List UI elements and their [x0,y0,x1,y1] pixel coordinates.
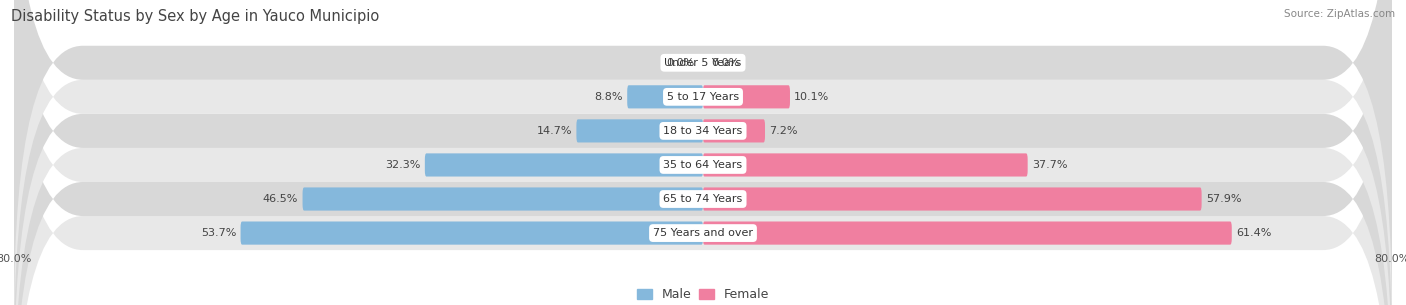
FancyBboxPatch shape [14,0,1392,305]
Text: 46.5%: 46.5% [263,194,298,204]
Text: 37.7%: 37.7% [1032,160,1067,170]
FancyBboxPatch shape [703,85,790,108]
FancyBboxPatch shape [703,119,765,142]
Text: 18 to 34 Years: 18 to 34 Years [664,126,742,136]
Text: 53.7%: 53.7% [201,228,236,238]
Text: 7.2%: 7.2% [769,126,797,136]
FancyBboxPatch shape [703,153,1028,177]
Text: 0.0%: 0.0% [666,58,695,68]
Text: 5 to 17 Years: 5 to 17 Years [666,92,740,102]
FancyBboxPatch shape [14,0,1392,305]
Legend: Male, Female: Male, Female [637,288,769,301]
Text: 35 to 64 Years: 35 to 64 Years [664,160,742,170]
Text: Source: ZipAtlas.com: Source: ZipAtlas.com [1284,9,1395,19]
FancyBboxPatch shape [627,85,703,108]
Text: 14.7%: 14.7% [537,126,572,136]
FancyBboxPatch shape [14,0,1392,305]
FancyBboxPatch shape [14,0,1392,305]
FancyBboxPatch shape [302,188,703,210]
FancyBboxPatch shape [576,119,703,142]
FancyBboxPatch shape [14,0,1392,305]
FancyBboxPatch shape [240,221,703,245]
FancyBboxPatch shape [703,221,1232,245]
Text: 75 Years and over: 75 Years and over [652,228,754,238]
Text: 65 to 74 Years: 65 to 74 Years [664,194,742,204]
Text: 10.1%: 10.1% [794,92,830,102]
Text: Under 5 Years: Under 5 Years [665,58,741,68]
Text: Disability Status by Sex by Age in Yauco Municipio: Disability Status by Sex by Age in Yauco… [11,9,380,24]
FancyBboxPatch shape [425,153,703,177]
Text: 61.4%: 61.4% [1236,228,1271,238]
FancyBboxPatch shape [14,0,1392,305]
FancyBboxPatch shape [703,188,1202,210]
Text: 8.8%: 8.8% [595,92,623,102]
Text: 0.0%: 0.0% [711,58,740,68]
Text: 57.9%: 57.9% [1206,194,1241,204]
Text: 32.3%: 32.3% [385,160,420,170]
